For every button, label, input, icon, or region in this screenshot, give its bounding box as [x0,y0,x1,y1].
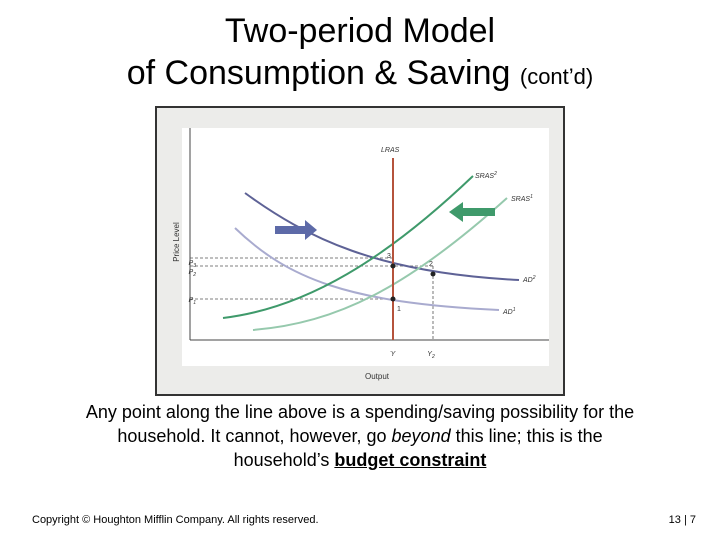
sras2-text: SRAS [475,173,494,180]
x-axis-label: Output [365,372,390,381]
slide-caption: Any point along the line above is a spen… [40,400,680,472]
point-1-label: 1 [397,306,401,313]
ad1-text: AD [502,309,513,316]
caption-line-1: Any point along the line above is a spen… [40,400,680,424]
sras1-superscript: 1 [530,194,533,200]
ad2-superscript: 2 [532,275,536,281]
page-number: 13 | 7 [669,514,696,526]
point-1-marker [391,297,396,302]
p3-subscript: 3 [193,263,196,269]
p1-subscript: 1 [193,300,196,306]
ad1-superscript: 1 [513,307,516,313]
title-line-2-suffix: (cont’d) [520,64,593,89]
point-2-label: 2 [429,261,433,268]
caption-part-2: household. It cannot, however, go [117,426,391,446]
sras1-label: SRAS1 [511,194,533,203]
slide-title: Two-period Model of Consumption & Saving… [0,8,720,100]
caption-line-3: household’s budget constraint [40,448,680,472]
sras2-superscript: 2 [493,171,497,177]
caption-part-3: this line; this is the [451,426,603,446]
copyright-notice: Copyright © Houghton Mifflin Company. Al… [32,514,319,526]
y-axis-label: Price Level [172,222,181,262]
y2-subscript: 2 [431,354,435,360]
caption-italic: beyond [392,426,451,446]
diagram-svg: Price Level Output 3 2 1 [157,108,563,394]
point-3-marker [391,264,396,269]
title-line-2: of Consumption & Saving (cont’d) [0,50,720,100]
sras2-label: SRAS2 [475,171,497,180]
point-2-marker [431,272,436,277]
sras1-text: SRAS [511,196,530,203]
caption-part-4: household’s [234,450,335,470]
title-line-1: Two-period Model [0,8,720,54]
lras-label: LRAS [381,147,400,154]
point-3-label: 3 [387,253,391,260]
caption-bold: budget constraint [334,450,486,470]
ad2-text: AD [522,277,533,284]
economics-diagram: Price Level Output 3 2 1 [155,106,565,396]
plot-area [182,128,549,366]
title-line-2-main: of Consumption & Saving [127,54,511,92]
caption-line-2: household. It cannot, however, go beyond… [40,424,680,448]
p2-subscript: 2 [192,272,196,278]
